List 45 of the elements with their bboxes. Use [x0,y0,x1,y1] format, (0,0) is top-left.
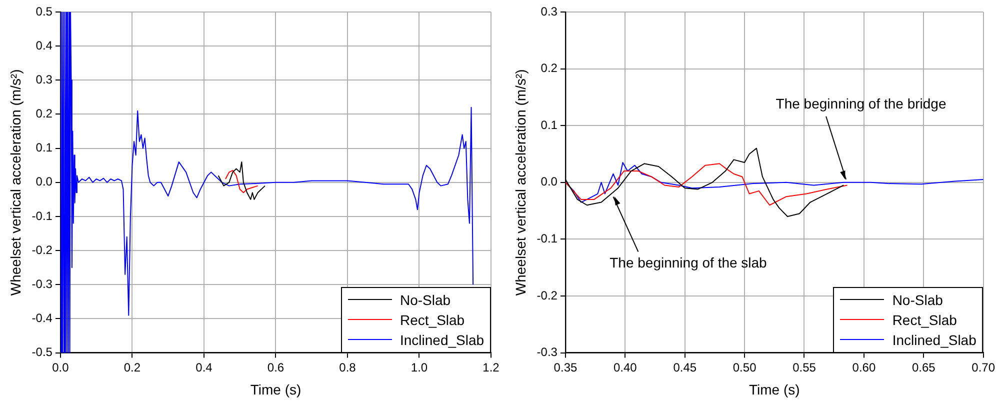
x-tick-label: 0.60 [852,360,876,374]
x-tick-label: 0.0 [52,360,70,374]
y-tick-label: -0.4 [32,311,53,326]
x-tick-label: 0.35 [554,360,578,374]
x-tick-label: 0.4 [196,360,213,374]
y-tick-label: -0.3 [536,345,558,360]
annotation: The beginning of the bridge [776,95,946,112]
legend-label: Inclined_Slab [892,332,976,348]
y-tick-label: -0.2 [536,288,558,302]
y-tick-label: 0.0 [540,174,558,189]
y-tick-label: -0.2 [32,242,53,257]
x-axis-title: Time (s) [250,381,302,398]
legend-label: Rect_Slab [400,312,465,328]
x-tick-label: 1.2 [482,360,500,374]
x-tick-label: 0.55 [792,360,816,374]
legend-label: Inclined_Slab [400,332,484,348]
x-tick-label: 0.65 [912,360,936,374]
x-tick-label: 0.2 [124,360,141,374]
y-axis-title: Wheelset vertical acceleration (m/s²) [7,69,24,296]
legend-label: No-Slab [400,292,451,308]
x-tick-label: 0.6 [267,360,284,374]
y-tick-label: 0.4 [36,38,53,52]
y-tick-label: 0.2 [36,106,53,121]
y-tick-label: 0.2 [540,61,558,76]
y-tick-label: 0.5 [36,4,53,18]
annotation: The beginning of the slab [610,254,768,271]
x-tick-label: 0.45 [673,360,697,374]
y-tick-label: 0.0 [36,174,53,189]
x-tick-label: 0.40 [613,360,638,374]
legend-label: Rect_Slab [892,312,957,328]
x-axis-title: Time (s) [748,381,800,398]
y-tick-label: 0.1 [36,140,53,155]
y-tick-label: 0.1 [540,118,558,132]
y-tick-label: -0.1 [32,208,53,223]
y-axis-title: Wheelset vertical acceleration (m/s²) [512,69,528,296]
x-tick-label: 0.70 [972,360,996,374]
legend-label: No-Slab [892,292,943,308]
y-tick-label: -0.1 [536,232,558,246]
x-tick-label: 0.50 [732,360,757,374]
x-tick-label: 1.0 [410,360,428,374]
y-tick-label: -0.3 [32,276,53,291]
x-tick-label: 0.8 [339,360,356,374]
y-tick-label: 0.3 [36,72,53,86]
y-tick-label: -0.5 [32,345,53,360]
y-tick-label: 0.3 [540,4,558,18]
